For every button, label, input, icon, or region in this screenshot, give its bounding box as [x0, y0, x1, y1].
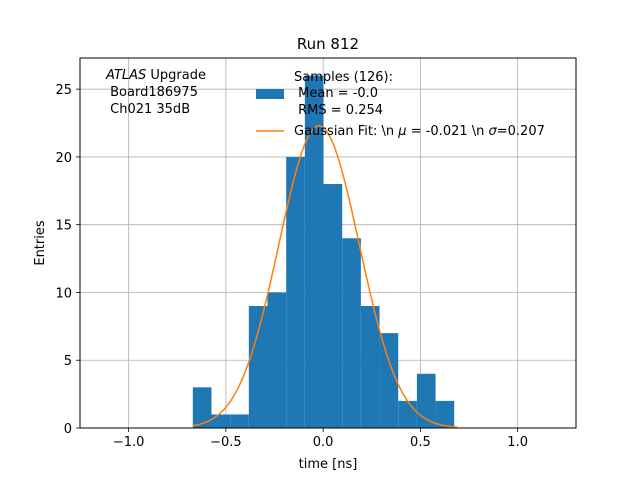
legend-fit-prefix: Gaussian Fit: \n: [294, 124, 398, 139]
histogram-bar-6: [304, 75, 324, 428]
plot-frame: [79, 57, 577, 429]
legend-histogram-swatch: [256, 89, 284, 99]
y-tick-label-5: 25: [55, 83, 72, 98]
legend-fit-sigma-symbol: σ: [489, 124, 498, 139]
y-tick-label-4: 20: [55, 151, 72, 166]
y-tick-label-2: 10: [55, 286, 72, 301]
x-axis-ticks: −1.0 −0.5 0.0 0.5 1.0: [113, 428, 528, 450]
histogram-bar-5: [286, 156, 305, 428]
chart-title: Run 812: [297, 35, 359, 53]
y-tick-label-0: 0: [64, 422, 72, 437]
legend-fit-mu-value: = -0.021 \n: [407, 124, 489, 139]
histogram-bar-10: [379, 333, 399, 428]
histogram-bar-7: [323, 184, 343, 428]
histogram-bar-11: [398, 400, 417, 428]
y-tick-label-3: 15: [55, 219, 72, 234]
x-tick-label-1: −0.5: [210, 435, 242, 450]
y-tick-label-1: 5: [64, 354, 72, 369]
gaussian-fit-line: [192, 125, 458, 428]
histogram-bar-4: [267, 292, 287, 428]
histogram-bar-8: [342, 238, 361, 428]
histogram-bar-3: [248, 306, 268, 428]
histogram-bar-12: [416, 373, 436, 428]
y-axis-label: Entries: [33, 220, 48, 266]
x-tick-label-0: −1.0: [113, 435, 145, 450]
legend-samples-mean: Mean = -0.0: [294, 86, 378, 101]
annotation-upgrade: Upgrade: [146, 68, 206, 83]
annotation-board: Board186975: [106, 85, 198, 100]
legend-fit-label: Gaussian Fit: \n μ = -0.021 \n σ=0.207: [294, 124, 545, 139]
legend-samples-label: Samples (126):: [294, 70, 393, 85]
histogram-bar-9: [360, 306, 380, 428]
annotation-atlas: ATLAS: [105, 68, 146, 83]
annotation-line-1: ATLAS Upgrade: [105, 68, 206, 83]
x-tick-label-3: 0.5: [410, 435, 431, 450]
annotation-channel: Ch021 35dB: [106, 102, 190, 117]
legend-samples-rms: RMS = 0.254: [294, 103, 383, 118]
histogram-bar-1: [211, 414, 231, 428]
histogram-bar-13: [435, 400, 455, 428]
atlas-annotation: ATLAS Upgrade Board186975 Ch021 35dB: [105, 68, 206, 117]
x-axis-label: time [ns]: [299, 457, 358, 472]
histogram-bar-2: [230, 414, 249, 428]
histogram-bar-0: [192, 387, 212, 428]
legend: Samples (126): Mean = -0.0 RMS = 0.254 G…: [256, 70, 545, 139]
legend-fit-sigma-value: =0.207: [497, 124, 545, 139]
y-axis-ticks: 0 5 10 15 20 25: [55, 83, 80, 437]
legend-fit-mu-symbol: μ: [397, 124, 406, 139]
x-tick-label-4: 1.0: [507, 435, 528, 450]
x-tick-label-2: 0.0: [313, 435, 334, 450]
histogram-bars: [192, 75, 455, 428]
